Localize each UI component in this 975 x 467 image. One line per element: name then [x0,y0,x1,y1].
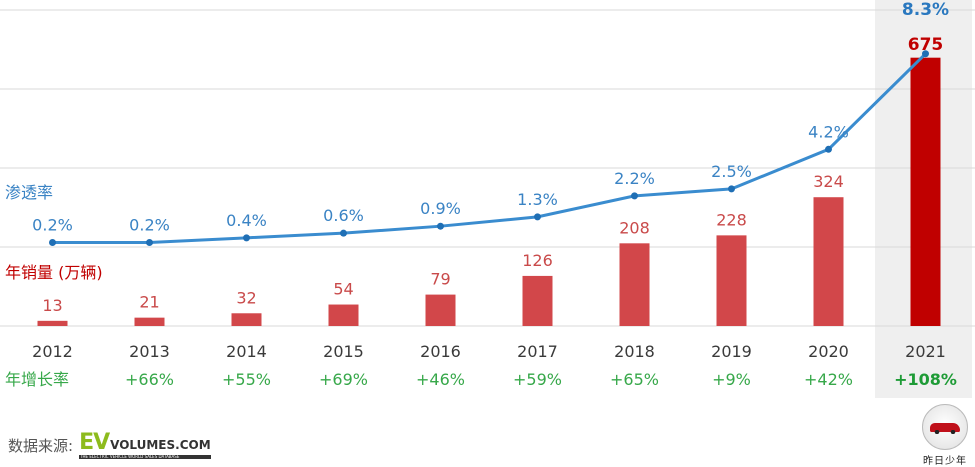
bar-2021 [910,57,941,326]
penetration-point-2020 [825,145,832,153]
brand-badge: 昨日少年 [918,404,972,467]
logo-tagline: THE ELECTRIC VEHICLE WORLD SALES DATABAS… [79,455,211,459]
bar-label-2014: 32 [236,288,256,307]
source-label: 数据来源: [8,437,74,455]
penetration-point-2019 [728,185,735,193]
penetration-point-2017 [534,213,541,221]
penetration-label-2013: 0.2% [129,216,170,235]
x-tick-2013: 2013 [129,342,170,361]
x-tick-2012: 2012 [32,342,73,361]
brand-name: 昨日少年 [923,456,967,467]
bar-label-2013: 21 [139,293,159,312]
penetration-point-2012 [49,239,56,246]
bar-label-2016: 79 [430,270,450,289]
car-avatar-icon [922,404,968,450]
x-tick-2016: 2016 [420,342,461,361]
logo-ev: EV [79,430,110,455]
bar-label-2020: 324 [813,172,844,191]
legend-growth: 年增长率 [5,370,69,389]
penetration-label-2015: 0.6% [323,206,364,225]
bar-label-2015: 54 [333,280,353,299]
x-tick-2018: 2018 [614,342,655,361]
bar-2018 [619,243,650,326]
x-tick-2017: 2017 [517,342,558,361]
bar-label-2021: 675 [908,35,944,55]
penetration-label-2017: 1.3% [517,190,558,209]
penetration-point-2016 [437,222,444,230]
growth-label-2019: +9% [712,370,751,389]
bar-label-2012: 13 [42,296,62,315]
x-tick-2014: 2014 [226,342,267,361]
penetration-point-2018 [631,192,638,200]
evvolumes-logo: EV VOLUMES.COM THE ELECTRIC VEHICLE WORL… [79,432,211,459]
penetration-label-2021: 8.3% [902,0,949,20]
penetration-label-2014: 0.4% [226,211,267,230]
growth-label-2014: +55% [222,370,271,389]
growth-label-2021: +108% [894,370,957,389]
bar-label-2019: 228 [716,210,747,229]
bar-2015 [328,304,359,326]
penetration-label-2016: 0.9% [420,199,461,218]
growth-label-2016: +46% [416,370,465,389]
bar-label-2018: 208 [619,218,650,237]
bar-label-2017: 126 [522,251,553,270]
penetration-point-2013 [146,239,153,246]
bar-2017 [522,275,553,326]
penetration-label-2019: 2.5% [711,162,752,181]
bar-2014 [231,313,262,326]
legend-penetration: 渗透率 [5,183,53,202]
growth-label-2013: +66% [125,370,174,389]
penetration-point-2014 [243,234,250,242]
penetration-label-2012: 0.2% [32,216,73,235]
bar-2020 [813,197,844,326]
penetration-line [52,52,927,244]
bar-2012 [37,320,68,326]
bar-2019 [716,235,747,326]
penetration-label-2020: 4.2% [808,122,849,141]
penetration-point-2021 [922,50,929,58]
bar-2016 [425,294,456,326]
x-tick-2015: 2015 [323,342,364,361]
x-tick-2021: 2021 [905,342,946,361]
x-tick-2019: 2019 [711,342,752,361]
x-tick-2020: 2020 [808,342,849,361]
car-icon [930,423,960,434]
growth-label-2017: +59% [513,370,562,389]
growth-label-2020: +42% [804,370,853,389]
growth-label-2018: +65% [610,370,659,389]
legend-sales: 年销量 (万辆) [5,263,103,282]
logo-volumes: VOLUMES.COM [110,438,211,452]
penetration-point-2015 [340,229,347,237]
data-source: 数据来源: EV VOLUMES.COM THE ELECTRIC VEHICL… [8,432,211,459]
growth-label-2015: +69% [319,370,368,389]
bar-2013 [134,317,165,326]
penetration-label-2018: 2.2% [614,169,655,188]
